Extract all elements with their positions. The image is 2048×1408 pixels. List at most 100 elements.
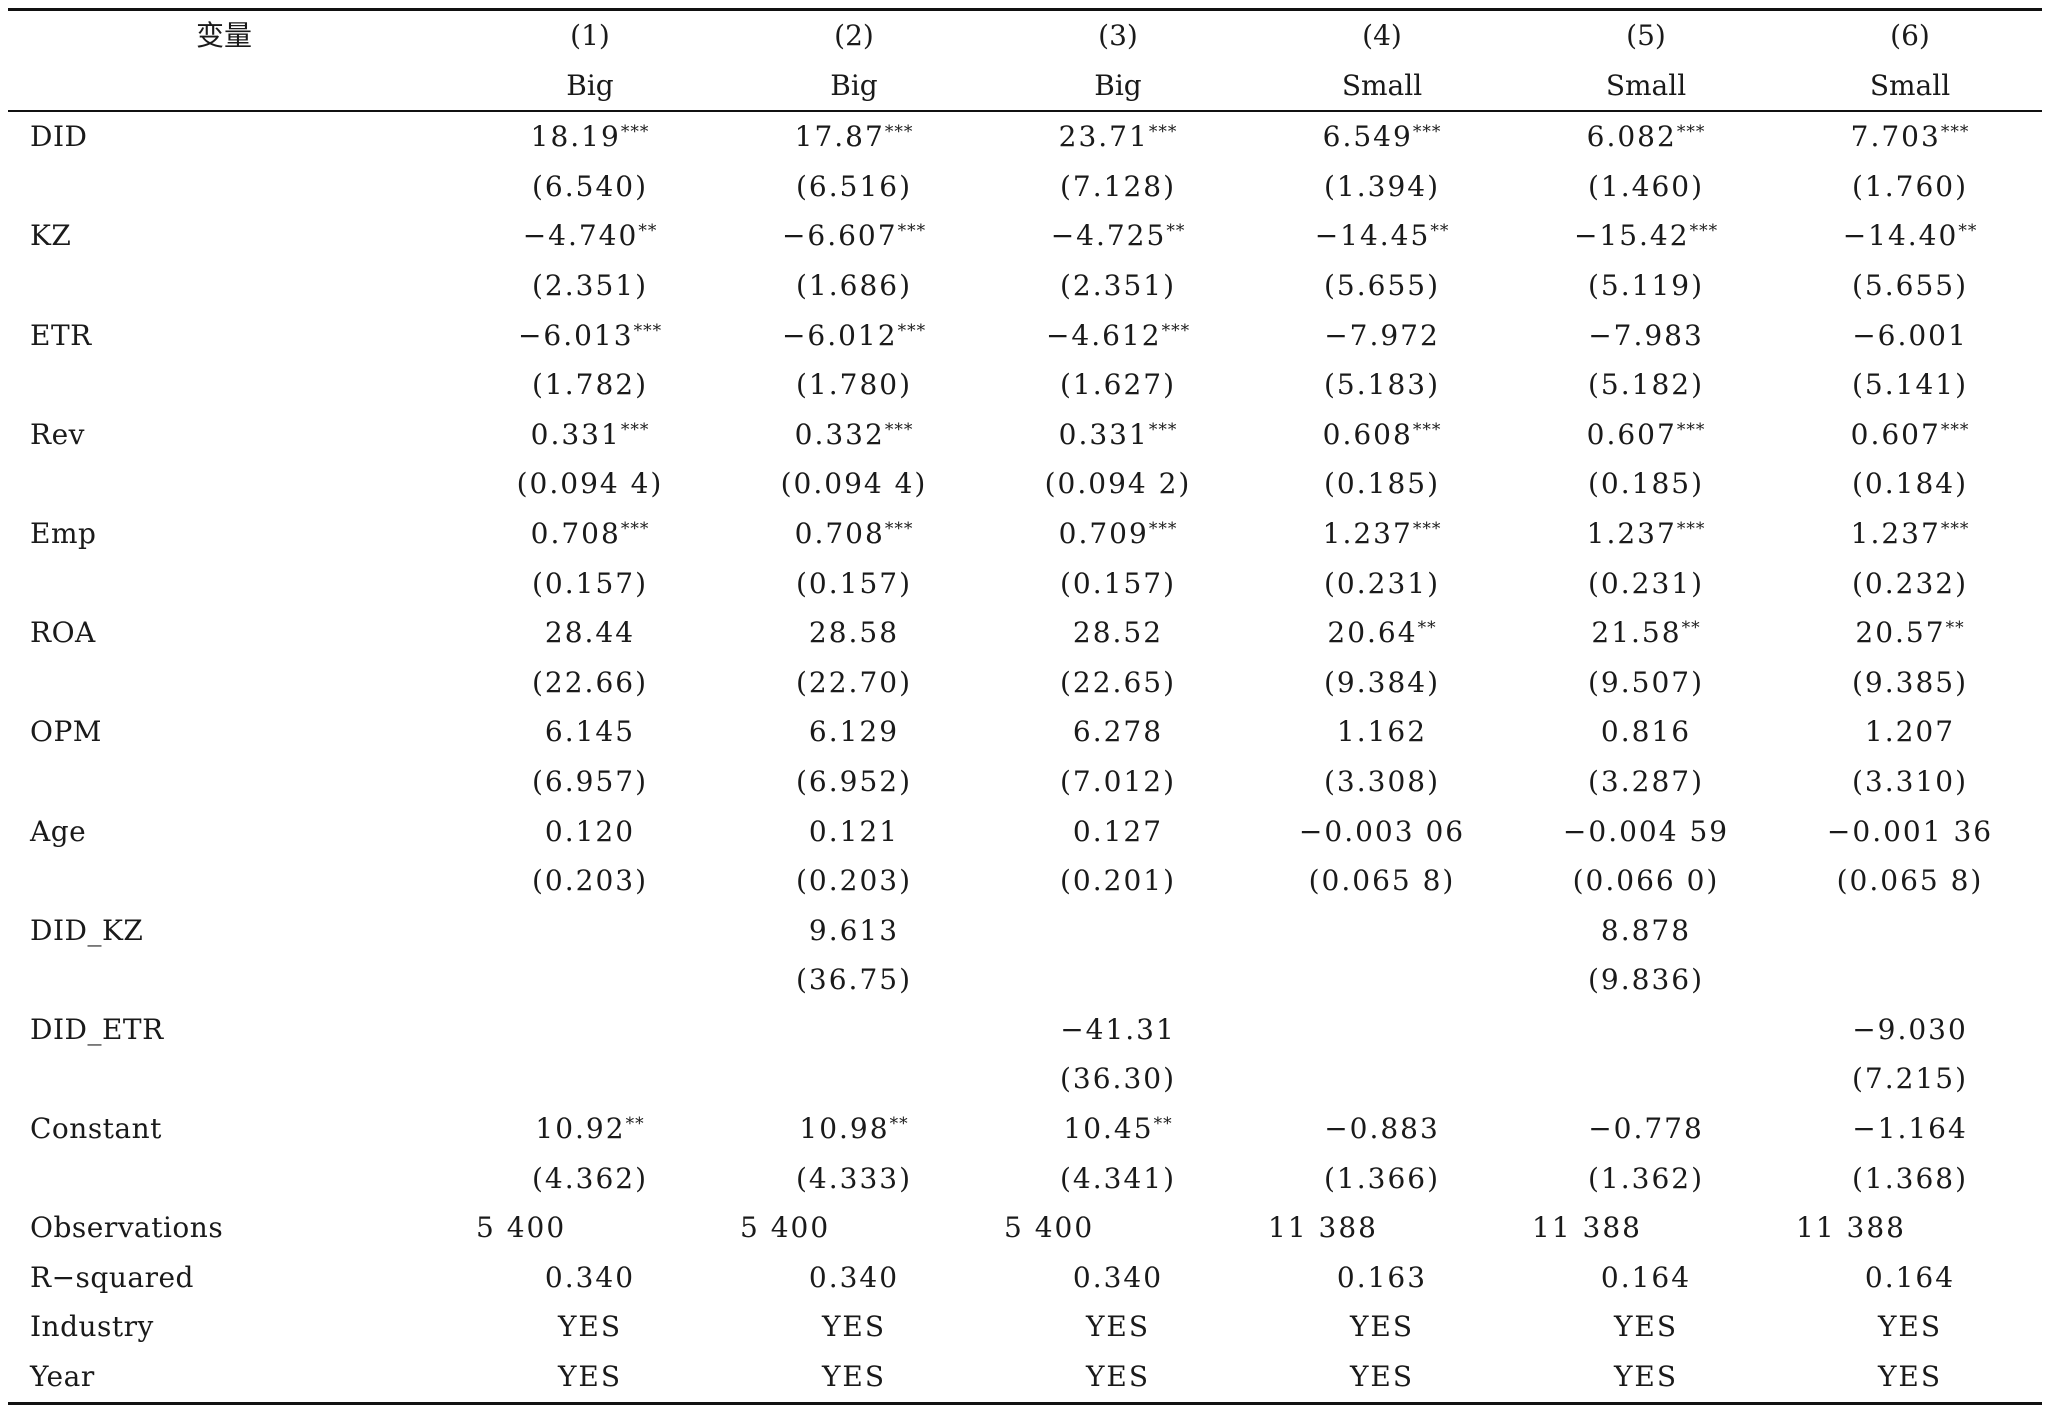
coefficient-cell	[1250, 1005, 1514, 1055]
header-spacer	[8, 60, 458, 113]
coefficient-value: 23.71	[1058, 120, 1149, 154]
coefficient-cell: 20.64**	[1250, 608, 1514, 658]
regression-results-table: 变量 (1) (2) (3) (4) (5) (6) Big Big Big S…	[8, 8, 2042, 1405]
coefficient-value: 0.708	[530, 516, 621, 550]
standard-error-cell: (1.780)	[795, 368, 912, 402]
standard-error-cell: (9.836)	[1587, 963, 1704, 997]
coefficient-value: 0.331	[530, 417, 621, 451]
coefficient-value: 20.57	[1855, 616, 1946, 650]
coefficient-value: 0.120	[544, 814, 636, 848]
observations-cell: 11 388	[1268, 1211, 1378, 1245]
r-squared-cell: 0.340	[808, 1260, 900, 1294]
coefficient-cell: 0.332***	[722, 410, 986, 460]
standard-error-cell: (5.182)	[1587, 368, 1704, 402]
coefficient-value: 0.708	[794, 516, 885, 550]
variable-column-header: 变量	[196, 19, 253, 52]
standard-error-cell	[458, 955, 722, 1005]
coefficient-value: 17.87	[794, 120, 885, 154]
coefficient-cell	[1250, 906, 1514, 956]
significance-stars: ***	[633, 320, 663, 341]
standard-error-cell: (0.094 4)	[780, 467, 928, 501]
variable-label: DID_KZ	[30, 913, 144, 947]
coefficient-cell: −6.013***	[458, 311, 722, 361]
coefficient-cell: 28.44	[458, 608, 722, 658]
sample-group-header: Big	[722, 60, 986, 113]
coefficient-cell: 10.98**	[722, 1104, 986, 1154]
significance-stars: **	[625, 1114, 645, 1135]
standard-error-cell: (22.66)	[531, 665, 648, 699]
standard-error-cell: (0.065 8)	[1836, 864, 1984, 898]
table-body: DID 18.19*** 17.87*** 23.71*** 6.549*** 6.082…	[8, 111, 2042, 1403]
coefficient-value: 10.45	[1063, 1112, 1154, 1146]
observations-cell: 11 388	[1796, 1211, 1906, 1245]
table-row-coefficient: DID_KZ 9.613 8.878	[8, 906, 2042, 956]
coefficient-value: −7.972	[1324, 318, 1440, 352]
coefficient-value: −6.013	[517, 318, 634, 352]
significance-stars: **	[1430, 221, 1450, 242]
coefficient-cell: 0.607***	[1778, 410, 2042, 460]
variable-label: OPM	[30, 715, 102, 749]
coefficient-value: 1.207	[1864, 715, 1956, 749]
variable-label: Age	[30, 814, 87, 848]
column-number-header: (3)	[1098, 19, 1138, 52]
coefficient-value: −6.607	[781, 219, 898, 253]
standard-error-cell: (4.341)	[1059, 1161, 1176, 1195]
row-spacer	[8, 856, 458, 906]
standard-error-cell: (5.655)	[1851, 268, 1968, 302]
coefficient-value: 20.64	[1327, 616, 1418, 650]
coefficient-cell: 0.816	[1514, 707, 1778, 757]
coefficient-cell: 0.709***	[986, 509, 1250, 559]
statistic-label: R−squared	[30, 1260, 194, 1294]
coefficient-value: 28.44	[544, 616, 636, 650]
coefficient-value: −6.001	[1852, 318, 1968, 352]
standard-error-cell: (1.760)	[1851, 169, 1968, 203]
standard-error-cell	[1250, 1054, 1514, 1104]
coefficient-cell: 6.129	[722, 707, 986, 757]
coefficient-cell: 28.58	[722, 608, 986, 658]
standard-error-cell: (0.065 8)	[1308, 864, 1456, 898]
significance-stars: **	[1153, 1114, 1173, 1135]
coefficient-value: −6.012	[781, 318, 898, 352]
coefficient-value: 1.162	[1336, 715, 1428, 749]
coefficient-value: 0.709	[1058, 516, 1149, 550]
coefficient-cell: −9.030	[1778, 1005, 2042, 1055]
standard-error-cell: (7.215)	[1851, 1062, 1968, 1096]
standard-error-cell: (0.203)	[531, 864, 648, 898]
standard-error-cell: (0.094 4)	[516, 467, 664, 501]
coefficient-cell: 1.207	[1778, 707, 2042, 757]
standard-error-cell: (6.952)	[795, 764, 912, 798]
standard-error-cell	[1514, 1054, 1778, 1104]
standard-error-cell: (0.157)	[795, 566, 912, 600]
year-fe-cell: YES	[821, 1360, 887, 1394]
coefficient-cell: 0.708***	[458, 509, 722, 559]
coefficient-cell: 17.87***	[722, 111, 986, 162]
significance-stars: **	[1417, 618, 1437, 639]
table-row-standard-error: (22.66) (22.70) (22.65) (9.384) (9.507) (9.38…	[8, 658, 2042, 708]
r-squared-cell: 0.340	[544, 1260, 636, 1294]
standard-error-cell: (1.366)	[1323, 1161, 1440, 1195]
table-row-standard-error: (2.351) (1.686) (2.351) (5.655) (5.119) (5.65…	[8, 261, 2042, 311]
column-number-header: (6)	[1890, 19, 1930, 52]
coefficient-value: −7.983	[1588, 318, 1704, 352]
significance-stars: ***	[1676, 518, 1706, 539]
coefficient-value: 21.58	[1591, 616, 1682, 650]
coefficient-cell: −0.883	[1250, 1104, 1514, 1154]
coefficient-cell	[986, 906, 1250, 956]
coefficient-value: −0.004 59	[1562, 814, 1730, 848]
coefficient-cell: 23.71***	[986, 111, 1250, 162]
significance-stars: ***	[1940, 122, 1970, 143]
table-row-standard-error: (6.540) (6.516) (7.128) (1.394) (1.460) (1.76…	[8, 162, 2042, 212]
standard-error-cell: (0.201)	[1059, 864, 1176, 898]
row-spacer	[8, 261, 458, 311]
standard-error-cell: (6.957)	[531, 764, 648, 798]
coefficient-cell: −41.31	[986, 1005, 1250, 1055]
standard-error-cell: (5.141)	[1851, 368, 1968, 402]
significance-stars: **	[638, 221, 658, 242]
coefficient-value: 0.331	[1058, 417, 1149, 451]
coefficient-cell: 1.237***	[1514, 509, 1778, 559]
significance-stars: ***	[620, 518, 650, 539]
coefficient-cell: 1.237***	[1778, 509, 2042, 559]
coefficient-value: −41.31	[1060, 1012, 1176, 1046]
significance-stars: ***	[1412, 518, 1442, 539]
coefficient-value: −9.030	[1852, 1012, 1968, 1046]
